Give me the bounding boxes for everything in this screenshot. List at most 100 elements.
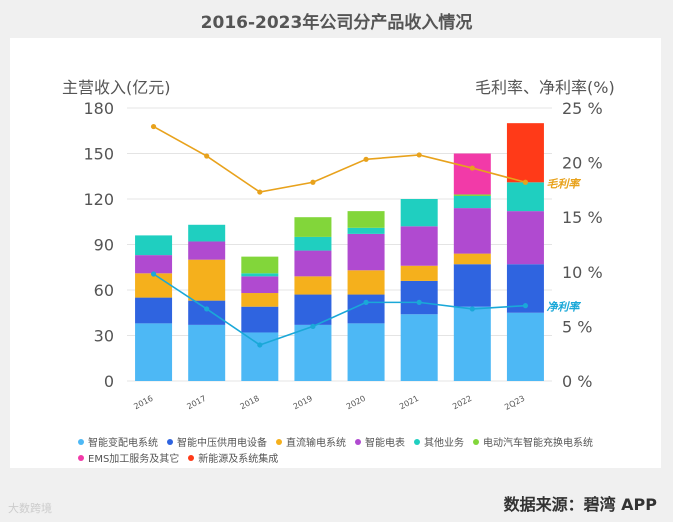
bar-segment: [347, 233, 385, 271]
line-point: [363, 299, 369, 305]
bar-segment: [347, 270, 385, 295]
y-left-tick-label: 180: [83, 99, 114, 118]
legend-label: 直流输电系统: [286, 438, 346, 449]
line-point: [257, 189, 263, 195]
legend-label: 其他业务: [424, 438, 464, 449]
legend-swatch: [473, 439, 479, 445]
x-tick-label: 2017: [185, 394, 207, 412]
bar-segment: [400, 314, 438, 381]
line-series: [153, 273, 526, 346]
bar-segment: [506, 312, 544, 381]
x-tick-label: 2020: [345, 394, 367, 412]
legend-item: EMS加工服务及其它: [78, 452, 179, 468]
bar-segment: [506, 182, 544, 212]
legend-item: 电动汽车智能充换电系统: [473, 436, 593, 452]
chart-panel: [10, 38, 661, 468]
bar-segment: [506, 211, 544, 265]
bar-segment: [453, 195, 491, 209]
bars: [135, 123, 544, 381]
bar-segment: [453, 208, 491, 254]
x-tick-label: 2019: [292, 394, 314, 412]
legend-label: 智能电表: [365, 438, 405, 449]
bar-segment: [294, 324, 332, 381]
legend-label: 电动汽车智能充换电系统: [483, 438, 593, 449]
line-end-label: 毛利率: [546, 177, 581, 190]
bar-segment: [188, 324, 226, 381]
bar-segment: [506, 123, 544, 183]
legend-item: 智能中压供用电设备: [167, 436, 267, 452]
data-source: 数据来源：碧湾 APP: [503, 495, 657, 514]
bar-segment: [294, 250, 332, 277]
y-right-tick-label: 0 %: [562, 372, 592, 391]
chart-title: 2016-2023年公司分产品收入情况: [200, 13, 473, 33]
bar-segment: [188, 241, 226, 260]
legend-swatch: [167, 439, 173, 445]
bar-segment: [241, 306, 279, 333]
x-tick-label: 2021: [398, 394, 420, 412]
y-right-tick-label: 20 %: [562, 154, 603, 173]
y-right-tick-label: 5 %: [562, 317, 592, 336]
x-tick-label: 2016: [132, 394, 154, 412]
y-left-tick-label: 90: [94, 236, 114, 255]
line-point: [310, 323, 316, 329]
legend-swatch: [414, 439, 420, 445]
bar-segment: [135, 323, 173, 381]
bar-segment: [135, 297, 173, 324]
bar-segment: [453, 264, 491, 307]
line-point: [469, 306, 475, 312]
bar-segment: [241, 276, 279, 294]
legend-item: 新能源及系统集成: [188, 452, 278, 468]
bar-segment: [188, 224, 226, 242]
line-point: [416, 152, 422, 158]
y-left-tick-label: 150: [83, 145, 114, 164]
line-point: [416, 299, 422, 305]
legend-swatch: [78, 439, 84, 445]
legend-swatch: [276, 439, 282, 445]
bar-segment: [294, 236, 332, 251]
y-left-axis-title: 主营收入(亿元): [62, 78, 171, 97]
x-tick-label: 2018: [239, 394, 261, 412]
bar-segment: [188, 259, 226, 301]
legend: 智能变配电系统 智能中压供用电设备 直流输电系统 智能电表 其他业务 电动汽车智能充换电系…: [78, 436, 638, 468]
line-point: [204, 153, 210, 159]
legend-swatch: [355, 439, 361, 445]
bar-segment: [294, 294, 332, 325]
legend-label: 智能中压供用电设备: [177, 438, 267, 449]
line-point: [150, 271, 157, 277]
bar-segment: [400, 199, 438, 227]
bar-segment: [400, 226, 438, 266]
bar-segment: [400, 265, 438, 281]
legend-item: 直流输电系统: [276, 436, 346, 452]
x-tick-label: 2022: [451, 394, 473, 412]
bar-segment: [241, 273, 279, 277]
line-point: [522, 179, 529, 185]
bar-segment: [347, 227, 385, 234]
legend-swatch: [188, 455, 195, 461]
bar-segment: [294, 276, 332, 295]
line-end-label: 净利率: [546, 301, 581, 314]
bar-segment: [135, 255, 173, 274]
x-tick-label: 2Q23: [503, 394, 526, 412]
legend-label: 智能变配电系统: [88, 438, 158, 449]
y-left-tick-label: 0: [104, 372, 114, 391]
bar-segment: [294, 217, 332, 237]
y-right-axis-title: 毛利率、净利率(%): [475, 78, 615, 97]
bar-segment: [453, 253, 491, 265]
line-point: [522, 303, 529, 309]
legend-item: 其他业务: [414, 436, 464, 452]
bar-segment: [241, 293, 279, 307]
line-point: [363, 156, 369, 162]
y-right-tick-label: 25 %: [562, 99, 603, 118]
line-point: [469, 165, 475, 171]
bar-segment: [135, 235, 173, 256]
legend-swatch: [78, 455, 84, 461]
legend-item: 智能变配电系统: [78, 436, 158, 452]
bar-segment: [453, 306, 491, 381]
bar-segment: [453, 153, 491, 195]
footer-brand: 大数跨境: [8, 502, 52, 515]
bar-segment: [188, 300, 226, 325]
y-right-tick-label: 15 %: [562, 208, 603, 227]
bar-segment: [347, 211, 385, 228]
